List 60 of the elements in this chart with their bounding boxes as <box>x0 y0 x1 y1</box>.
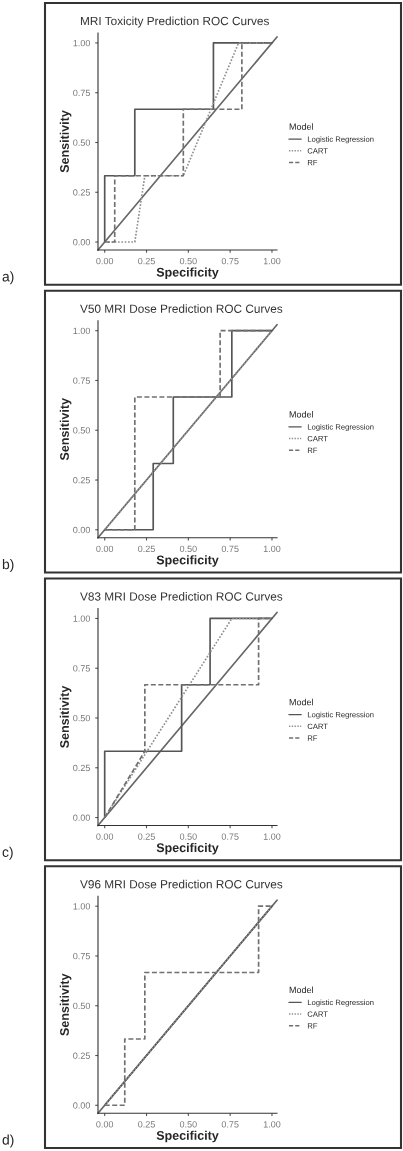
y-tick-label: 0.75 <box>73 89 90 97</box>
x-tick-label: 1.00 <box>263 833 281 840</box>
y-tick-label: 1.00 <box>73 327 91 335</box>
x-axis-title: Specificity <box>156 1130 219 1143</box>
y-tick-label: 1.00 <box>73 903 91 910</box>
y-tick-label: 0.75 <box>73 665 90 672</box>
x-tick-label: 1.00 <box>263 257 281 265</box>
y-tick-label: 0.00 <box>73 1102 91 1109</box>
chart-title: V83 MRI Dose Prediction ROC Curves <box>80 592 283 601</box>
x-tick-label: 0.75 <box>221 257 239 265</box>
chart-title: V50 MRI Dose Prediction ROC Curves <box>80 304 283 313</box>
y-tick-label: 0.50 <box>73 139 91 146</box>
y-tick-label: 0.25 <box>73 764 90 772</box>
x-tick-label: 0.50 <box>179 833 197 840</box>
y-tick-label: 0.00 <box>73 526 91 534</box>
y-tick-label: 0.00 <box>73 239 91 246</box>
x-tick-label: 0.00 <box>96 545 114 553</box>
x-tick-label: 0.25 <box>138 257 155 265</box>
y-axis-title: Sensitivity <box>59 110 72 173</box>
x-tick-label: 0.75 <box>221 1121 239 1128</box>
text: d) <box>2 1134 14 1148</box>
y-axis-title: Sensitivity <box>59 973 72 1036</box>
legend-title: Model <box>289 123 313 130</box>
y-axis-title: Sensitivity <box>59 398 72 461</box>
x-axis-title: Specificity <box>156 267 219 280</box>
x-tick-label: 0.25 <box>138 833 155 840</box>
y-tick-label: 0.25 <box>73 1052 90 1059</box>
legend-title: Model <box>289 698 313 706</box>
x-tick-label: 1.00 <box>263 1121 281 1128</box>
y-tick-label: 0.75 <box>73 952 90 960</box>
legend-title: Model <box>289 986 313 994</box>
chart-title: MRI Toxicity Prediction ROC Curves <box>80 16 269 28</box>
chart-title: V96 MRI Dose Prediction ROC Curves <box>80 879 283 889</box>
x-tick-label: 0.00 <box>96 833 114 840</box>
x-tick-label: 0.50 <box>179 1121 197 1128</box>
y-tick-label: 1.00 <box>73 39 91 47</box>
y-tick-label: 1.00 <box>73 615 91 622</box>
x-tick-label: 0.00 <box>96 257 114 265</box>
x-tick-label: 0.25 <box>138 545 155 553</box>
x-tick-label: 0.75 <box>221 833 239 840</box>
x-tick-label: 0.00 <box>96 1121 114 1128</box>
text: c) <box>2 846 13 860</box>
text: a) <box>2 271 14 285</box>
x-tick-label: 0.50 <box>179 257 197 265</box>
y-tick-label: 0.50 <box>73 427 91 434</box>
y-tick-label: 0.50 <box>73 1002 91 1010</box>
y-tick-label: 0.75 <box>73 377 90 384</box>
x-axis-title: Specificity <box>156 555 219 567</box>
y-tick-label: 0.25 <box>73 189 90 196</box>
y-axis-title: Sensitivity <box>59 685 72 748</box>
y-tick-label: 0.50 <box>73 714 91 722</box>
x-tick-label: 0.50 <box>179 545 197 553</box>
y-tick-label: 0.25 <box>73 476 90 484</box>
x-tick-label: 0.25 <box>138 1121 155 1128</box>
x-tick-label: 1.00 <box>263 545 281 553</box>
text: b) <box>2 559 14 572</box>
x-axis-title: Specificity <box>156 842 219 855</box>
x-tick-label: 0.75 <box>221 545 239 553</box>
y-tick-label: 0.00 <box>73 814 91 821</box>
legend-title: Model <box>289 410 313 418</box>
